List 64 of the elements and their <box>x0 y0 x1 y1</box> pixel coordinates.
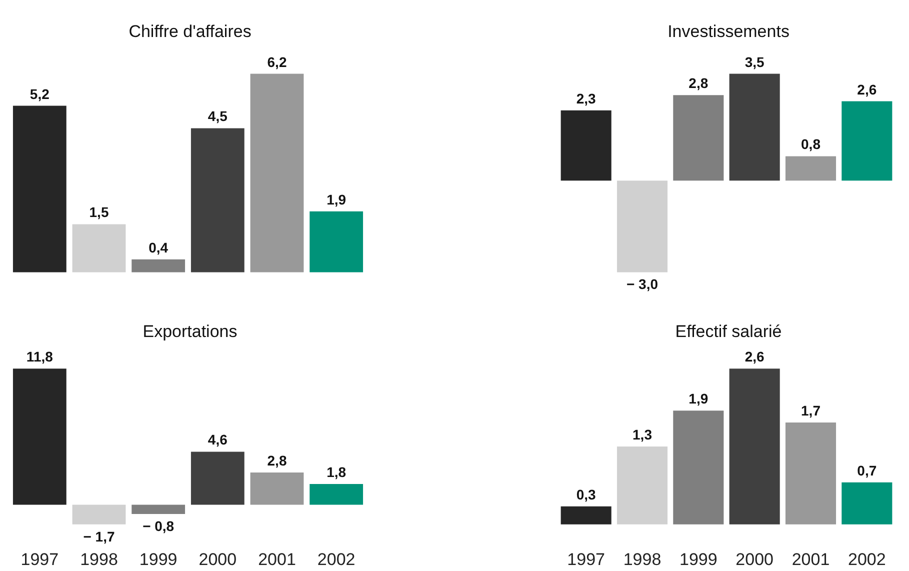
data-label: − 3,0 <box>626 276 658 292</box>
data-label: 0,3 <box>576 486 596 502</box>
x-tick-label: 2000 <box>736 550 774 569</box>
x-tick-label: 1999 <box>139 550 178 569</box>
x-tick-label: 1997 <box>567 550 605 569</box>
x-tick-label: 2001 <box>258 550 296 569</box>
data-label: 0,7 <box>857 462 877 478</box>
x-tick-label: 1999 <box>680 550 718 569</box>
data-label: 1,9 <box>326 191 346 208</box>
bar <box>190 452 244 505</box>
bar <box>250 472 304 505</box>
x-tick-label: 2002 <box>848 550 886 569</box>
bar <box>72 504 126 524</box>
bar <box>72 224 126 272</box>
bar <box>560 506 612 524</box>
bar <box>729 368 780 524</box>
bar <box>673 410 724 524</box>
data-label: 0,4 <box>148 239 168 256</box>
data-label: 2,6 <box>857 81 877 98</box>
data-label: 3,5 <box>744 54 765 70</box>
bar <box>729 74 780 181</box>
data-label: 1,5 <box>89 204 109 220</box>
data-label: 2,3 <box>576 90 596 106</box>
data-label: 6,2 <box>267 54 287 70</box>
bar <box>616 180 668 272</box>
bar <box>132 259 186 272</box>
chart-title: Effectif salarié <box>675 322 782 341</box>
chart-title: Exportations <box>142 322 238 341</box>
x-tick-label: 1997 <box>20 550 59 569</box>
bar <box>673 95 724 181</box>
data-label: − 1,7 <box>83 528 115 544</box>
bar <box>310 211 364 272</box>
bar <box>842 101 892 181</box>
x-tick-label: 1998 <box>623 550 662 569</box>
data-label: 4,6 <box>208 432 228 448</box>
bar <box>616 446 668 524</box>
bar <box>310 484 364 505</box>
bar <box>785 422 836 524</box>
bar <box>560 110 612 181</box>
data-label: 1,3 <box>632 426 652 442</box>
bar <box>842 482 892 524</box>
data-label: 5,2 <box>30 86 50 102</box>
data-label: 2,8 <box>267 452 287 468</box>
bar <box>12 106 66 272</box>
data-label: 2,6 <box>744 348 765 365</box>
x-tick-label: 2000 <box>198 550 237 569</box>
bar <box>250 74 304 272</box>
x-tick-label: 1998 <box>80 550 118 569</box>
x-tick-label: 2001 <box>792 550 830 569</box>
bar <box>190 128 244 272</box>
bar <box>785 156 836 181</box>
bar <box>132 504 186 514</box>
chart-title: Investissements <box>668 22 790 41</box>
data-label: − 0,8 <box>142 518 174 534</box>
data-label: 2,8 <box>688 75 708 92</box>
chart-title: Chiffre d'affaires <box>128 22 252 41</box>
data-label: 0,8 <box>801 136 821 152</box>
x-tick-label: 2002 <box>317 550 356 569</box>
data-label: 1,8 <box>326 464 346 480</box>
data-label: 4,5 <box>208 108 228 124</box>
bar <box>12 368 66 505</box>
data-label: 1,9 <box>688 390 708 407</box>
data-label: 11,8 <box>26 348 54 365</box>
data-label: 1,7 <box>801 402 821 419</box>
